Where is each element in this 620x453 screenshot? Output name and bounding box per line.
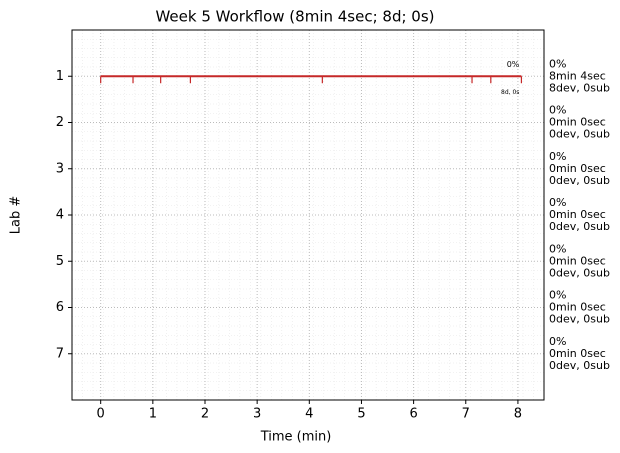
- lane-label: 0dev, 0sub: [549, 359, 610, 372]
- lane-label: 0dev, 0sub: [549, 128, 610, 141]
- lane-label: 0min 0sec: [549, 116, 606, 129]
- y-tick-label: 1: [56, 69, 64, 84]
- y-axis-label: Lab #: [9, 196, 24, 235]
- x-tick-label: 1: [149, 407, 157, 422]
- x-tick-label: 6: [409, 407, 417, 422]
- lane-label: 0dev, 0sub: [549, 220, 610, 233]
- lane-label: 0min 0sec: [549, 301, 606, 314]
- plot-frame: [71, 29, 545, 401]
- y-tick-label: 3: [56, 161, 64, 176]
- lane-label: 0%: [549, 242, 566, 255]
- x-tick-label: 7: [462, 407, 470, 422]
- lane-label: 0dev, 0sub: [549, 174, 610, 187]
- annotation: 8d, 0s: [501, 89, 519, 96]
- lane-label: 0%: [549, 289, 566, 302]
- x-tick-label: 8: [514, 407, 522, 422]
- x-tick-label: 2: [201, 407, 209, 422]
- lane-label: 0%: [549, 57, 566, 70]
- y-tick-label: 6: [56, 300, 64, 315]
- lane-label: 0min 0sec: [549, 347, 606, 360]
- x-tick-label: 0: [97, 407, 105, 422]
- lane-label: 0min 0sec: [549, 208, 606, 221]
- y-tick-label: 2: [56, 115, 64, 130]
- lane-label: 0%: [549, 196, 566, 209]
- lane-label: 0%: [549, 104, 566, 117]
- x-tick-label: 4: [305, 407, 313, 422]
- annotation: 0%: [507, 60, 520, 69]
- lane-label: 8min 4sec: [549, 69, 606, 82]
- lane-label: 0min 0sec: [549, 162, 606, 175]
- lane-label: 0%: [549, 150, 566, 163]
- x-tick-label: 5: [357, 407, 365, 422]
- lane-label: 0dev, 0sub: [549, 313, 610, 326]
- y-tick-label: 7: [56, 346, 64, 361]
- lane-label: 0%: [549, 335, 566, 348]
- chart-title: Week 5 Workflow (8min 4sec; 8d; 0s): [155, 8, 434, 26]
- x-axis-label: Time (min): [260, 430, 332, 445]
- y-tick-label: 5: [56, 254, 64, 269]
- y-tick-label: 4: [56, 208, 64, 223]
- x-tick-label: 3: [253, 407, 261, 422]
- lane-label: 8dev, 0sub: [549, 81, 610, 94]
- lane-label: 0dev, 0sub: [549, 266, 610, 279]
- lane-label: 0min 0sec: [549, 254, 606, 267]
